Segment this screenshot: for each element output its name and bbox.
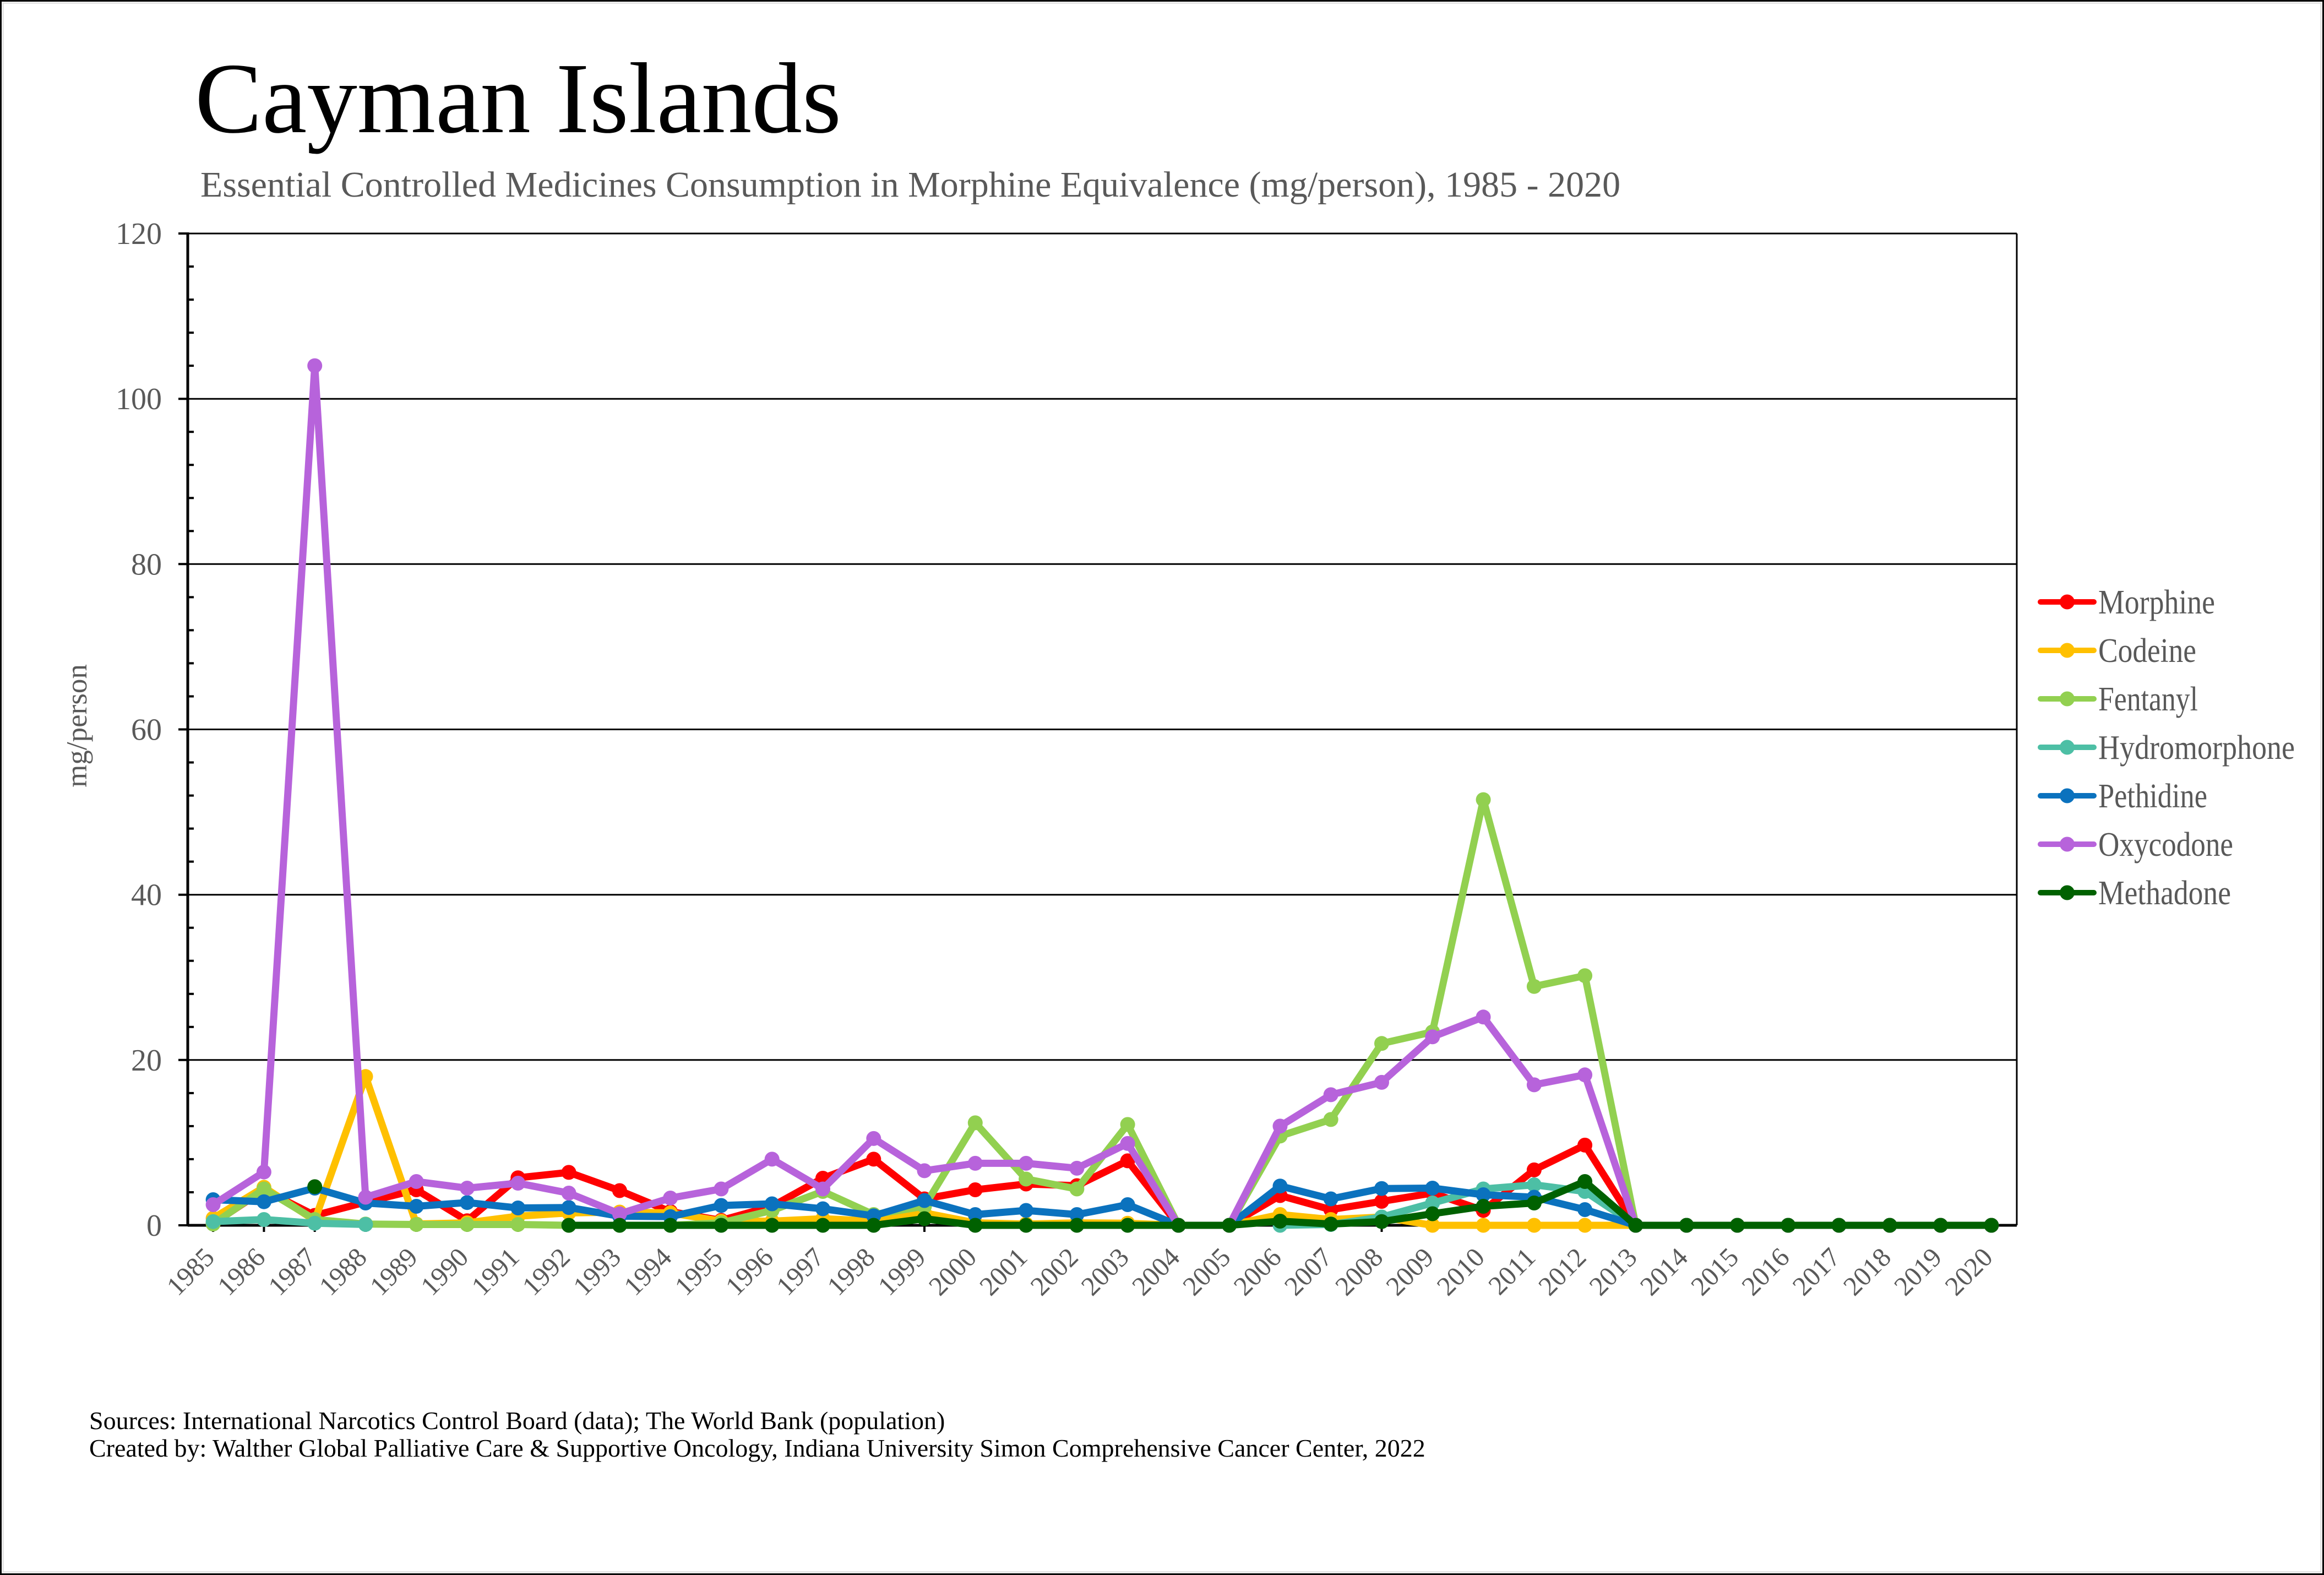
svg-text:60: 60 (131, 713, 162, 747)
svg-text:mg/person: mg/person (61, 664, 93, 788)
svg-text:Hydromorphone: Hydromorphone (2098, 729, 2295, 767)
svg-text:20: 20 (131, 1044, 162, 1078)
svg-text:80: 80 (131, 547, 162, 582)
svg-text:Methadone: Methadone (2098, 875, 2231, 912)
svg-text:0: 0 (146, 1209, 162, 1243)
svg-text:40: 40 (131, 878, 162, 913)
svg-text:Cayman Islands: Cayman Islands (195, 42, 841, 154)
svg-text:100: 100 (116, 382, 162, 416)
svg-text:Codeine: Codeine (2098, 632, 2196, 670)
svg-text:Fentanyl: Fentanyl (2098, 681, 2198, 718)
svg-text:Oxycodone: Oxycodone (2098, 826, 2233, 863)
svg-text:Sources: International Narcoti: Sources: International Narcotics Control… (89, 1406, 945, 1435)
svg-text:Created by: Walther Global Pal: Created by: Walther Global Palliative Ca… (89, 1434, 1425, 1462)
svg-text:Morphine: Morphine (2098, 584, 2215, 621)
svg-text:120: 120 (116, 217, 162, 251)
svg-text:Pethidine: Pethidine (2098, 778, 2207, 815)
svg-text:Essential Controlled Medicines: Essential Controlled Medicines Consumpti… (200, 165, 1620, 205)
